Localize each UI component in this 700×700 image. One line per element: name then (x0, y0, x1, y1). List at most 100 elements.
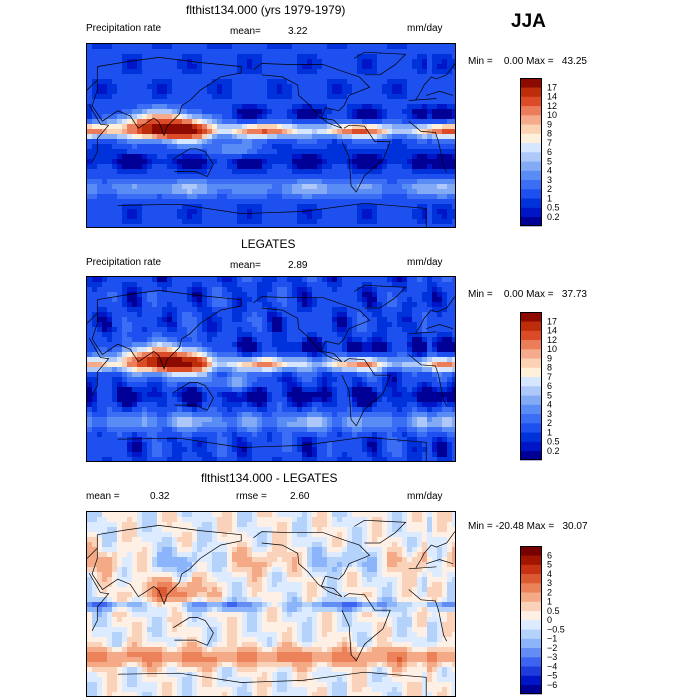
panel-1-colorbar-swatch (520, 78, 542, 88)
panel-3-colorbar-tick-label: 4 (547, 569, 552, 579)
panel-3-colorbar-swatch (520, 666, 542, 676)
panel-2-units: mm/day (407, 257, 443, 268)
panel-3-colorbar-swatch (520, 583, 542, 593)
panel-1-colorbar-tick-label: 6 (547, 147, 552, 157)
panel-2-colorbar: 0.2 0.5 1 2 3 4 5 6 7 8 9 10 12 14 17 (520, 312, 560, 461)
panel-3-colorbar-swatch (520, 684, 542, 695)
panel-3-colorbar-tick-label: 5 (547, 560, 552, 570)
panel-2-mean-value: 2.89 (288, 260, 308, 271)
panel-2-coastlines (87, 284, 455, 461)
panel-2-map (86, 276, 456, 462)
panel-2-colorbar-swatch (520, 367, 542, 378)
panel-2-colorbar-swatch (520, 321, 542, 331)
panel-1-colorbar-swatch (520, 105, 542, 116)
panel-1-colorbar-swatch (520, 124, 542, 134)
panel-3-rmse-value: 2.60 (290, 491, 310, 502)
panel-3-colorbar-tick-label: 0 (547, 615, 552, 625)
panel-2-colorbar-tick-label: 0.5 (547, 437, 560, 447)
panel-3-mean-label: mean = (86, 491, 120, 502)
panel-1-colorbar-swatch (520, 152, 542, 162)
panel-3-colorbar-swatch (520, 620, 542, 630)
panel-1-colorbar-swatch (520, 179, 542, 190)
panel-3-title: flthist134.000 - LEGATES (201, 471, 338, 485)
panel-3-colorbar-swatch (520, 555, 542, 565)
panel-2-variable-label: Precipitation rate (86, 257, 162, 268)
panel-3-mean-value: 0.32 (150, 491, 170, 502)
panel-2-colorbar-swatch (520, 395, 542, 405)
panel-1-colorbar-tick-label: 14 (547, 92, 557, 102)
panel-3-colorbar-swatch (520, 564, 542, 575)
panel-2-title: LEGATES (241, 237, 296, 251)
panel-3-rmse-label: rmse = (236, 491, 267, 502)
panel-3-colorbar-swatch (520, 675, 542, 686)
panel-1-minmax: Min = 0.00 Max = 43.25 (468, 56, 587, 67)
panel-1-mean-label: mean= (230, 26, 261, 37)
panel-1-colorbar-swatch (520, 189, 542, 199)
panel-1-colorbar-tick-label: 4 (547, 166, 552, 176)
panel-2-colorbar-swatch (520, 423, 542, 433)
panel-3-colorbar-tick-label: 3 (547, 578, 552, 588)
panel-3-colorbar-tick-label: −5 (547, 671, 557, 681)
panel-1-colorbar-swatch (520, 161, 542, 171)
panel-2-colorbar-swatch (520, 413, 542, 424)
panel-3-colorbar-swatch (520, 546, 542, 556)
panel-3-colorbar-tick-label: −6 (547, 680, 557, 690)
panel-2-colorbar-swatch (520, 349, 542, 359)
panel-1-colorbar-frame (520, 78, 542, 226)
panel-3-colorbar-swatch (520, 573, 542, 584)
panel-2-colorbar-tick-label: 8 (547, 363, 552, 373)
panel-3-colorbar-swatch (520, 657, 542, 667)
panel-1-colorbar-tick-label: 9 (547, 119, 552, 129)
panel-3-colorbar-swatch (520, 601, 542, 612)
panel-2-colorbar-swatch (520, 441, 542, 452)
panel-1-field (87, 44, 455, 227)
panel-2-colorbar-tick-label: 17 (547, 316, 557, 326)
panel-2-colorbar-tick-label: 12 (547, 335, 557, 345)
panel-1-map (86, 43, 456, 228)
panel-2-colorbar-frame (520, 312, 542, 460)
panel-3-colorbar-tick-label: −2 (547, 643, 557, 653)
panel-3-colorbar-tick-label: −1 (547, 634, 557, 644)
panel-1-colorbar-swatch (520, 207, 542, 218)
panel-2-colorbar-tick-label: 3 (547, 409, 552, 419)
panel-2-colorbar-tick-label: 7 (547, 372, 552, 382)
panel-1-units: mm/day (407, 23, 443, 34)
panel-1-colorbar-tick-label: 2 (547, 184, 552, 194)
panel-3-field (87, 512, 455, 696)
panel-1-mean-value: 3.22 (288, 26, 308, 37)
panel-1-colorbar-tick-label: 1 (547, 193, 552, 203)
panel-3-colorbar-tick-label: −0.5 (547, 624, 565, 634)
panel-3-colorbar-tick-label: 6 (547, 550, 552, 560)
panel-2-colorbar-tick-label: 2 (547, 418, 552, 428)
panel-2-colorbar-tick-label: 1 (547, 427, 552, 437)
panel-3-colorbar-swatch (520, 647, 542, 658)
panel-3-map (86, 511, 456, 697)
panel-3-units: mm/day (407, 491, 443, 502)
panel-2-colorbar-tick-label: 4 (547, 400, 552, 410)
panel-1-colorbar-tick-label: 3 (547, 175, 552, 185)
panel-2-colorbar-swatch (520, 376, 542, 387)
panel-1-variable-label: Precipitation rate (86, 23, 162, 34)
panel-3-colorbar-tick-label: −3 (547, 652, 557, 662)
panel-3-colorbar-tick-label: 0.5 (547, 606, 560, 616)
panel-2-minmax: Min = 0.00 Max = 37.73 (468, 289, 587, 300)
panel-2-colorbar-swatch (520, 339, 542, 350)
panel-2-colorbar-tick-label: 6 (547, 381, 552, 391)
panel-2-colorbar-tick-label: 14 (547, 326, 557, 336)
panel-3-colorbar-swatch (520, 638, 542, 649)
panel-1-colorbar-tick-label: 0.2 (547, 212, 560, 222)
panel-1-colorbar-tick-label: 0.5 (547, 203, 560, 213)
panel-1-colorbar-tick-label: 7 (547, 138, 552, 148)
panel-1-colorbar-swatch (520, 115, 542, 125)
panel-2-field (87, 277, 455, 461)
season-label: JJA (511, 11, 546, 32)
panel-3-colorbar-tick-label: 2 (547, 587, 552, 597)
panel-2-colorbar-swatch (520, 358, 542, 368)
panel-3-colorbar-swatch (520, 592, 542, 602)
panel-1-coastlines (87, 51, 455, 227)
panel-3-colorbar-swatch (520, 629, 542, 639)
panel-1-colorbar-swatch (520, 216, 542, 227)
panel-1-colorbar-tick-label: 10 (547, 110, 557, 120)
panel-3-colorbar-frame (520, 546, 542, 694)
panel-3-colorbar-tick-label: −4 (547, 661, 557, 671)
